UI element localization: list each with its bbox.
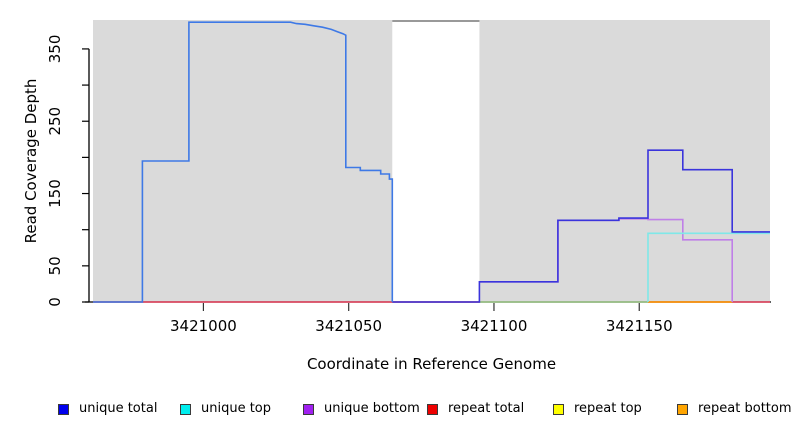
legend-swatch-repeat-top (553, 403, 564, 415)
legend-label: repeat top (574, 401, 642, 416)
legend-label: unique bottom (324, 401, 420, 416)
legend-swatch-repeat-bottom (677, 403, 688, 415)
masked-region (392, 20, 480, 302)
y-axis-title: Read Coverage Depth (22, 78, 40, 244)
legend-item-repeat-top: repeat top (553, 400, 642, 418)
legend-swatch-repeat-total (427, 403, 438, 415)
legend-item-unique-total: unique total (58, 400, 157, 418)
legend-swatch-unique-bottom (303, 403, 314, 415)
y-tick-label: 250 (46, 107, 64, 136)
legend-item-repeat-bottom: repeat bottom (677, 400, 792, 418)
series-unique-total-right (392, 149, 770, 303)
x-tick-label: 3421000 (170, 317, 237, 335)
legend-label: repeat total (448, 401, 525, 416)
series-unique-total-left (93, 21, 394, 303)
series-unique-top (647, 232, 770, 302)
legend-item-repeat-total: repeat total (427, 400, 524, 418)
x-axis-title: Coordinate in Reference Genome (306, 355, 557, 373)
legend-label: unique top (201, 401, 272, 416)
legend-label: unique total (79, 401, 158, 416)
y-tick-label: 0 (46, 297, 64, 307)
x-tick-label: 3421150 (606, 317, 673, 335)
legend: unique total unique top unique bottom repea… (0, 400, 792, 422)
x-tick-label: 3421100 (461, 317, 528, 335)
legend-swatch-unique-total (58, 403, 69, 415)
y-tick-label: 50 (46, 256, 64, 275)
y-tick-label: 150 (46, 179, 64, 208)
legend-item-unique-bottom: unique bottom (303, 400, 420, 418)
legend-item-unique-top: unique top (180, 400, 271, 418)
legend-label: repeat bottom (698, 401, 792, 416)
y-tick-label: 350 (46, 35, 64, 64)
x-tick-label: 3421050 (315, 317, 382, 335)
legend-swatch-unique-top (180, 403, 191, 415)
